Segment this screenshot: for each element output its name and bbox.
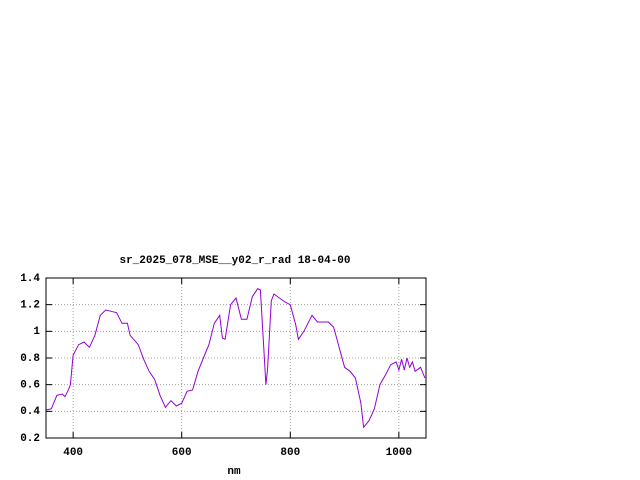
plot-frame — [45, 277, 427, 439]
y-tick-label: 0.4 — [20, 406, 40, 418]
x-tick-label: 1000 — [386, 447, 412, 459]
x-axis-label: nm — [227, 466, 241, 478]
y-tick-label: 0.8 — [20, 353, 40, 365]
y-tick-label: 0.6 — [20, 380, 40, 392]
data-line — [45, 288, 426, 429]
y-tick-label: 1.4 — [20, 273, 40, 285]
y-tick-label: 0.2 — [20, 433, 40, 445]
x-tick-label: 800 — [280, 447, 300, 459]
chart-title: sr_2025_078_MSE__y02_r_rad 18-04-00 — [119, 255, 350, 267]
y-tick-label: 1 — [33, 326, 40, 338]
x-tick-label: 600 — [172, 447, 192, 459]
y-tick-label: 1.2 — [20, 300, 40, 312]
x-tick-label: 400 — [63, 447, 83, 459]
